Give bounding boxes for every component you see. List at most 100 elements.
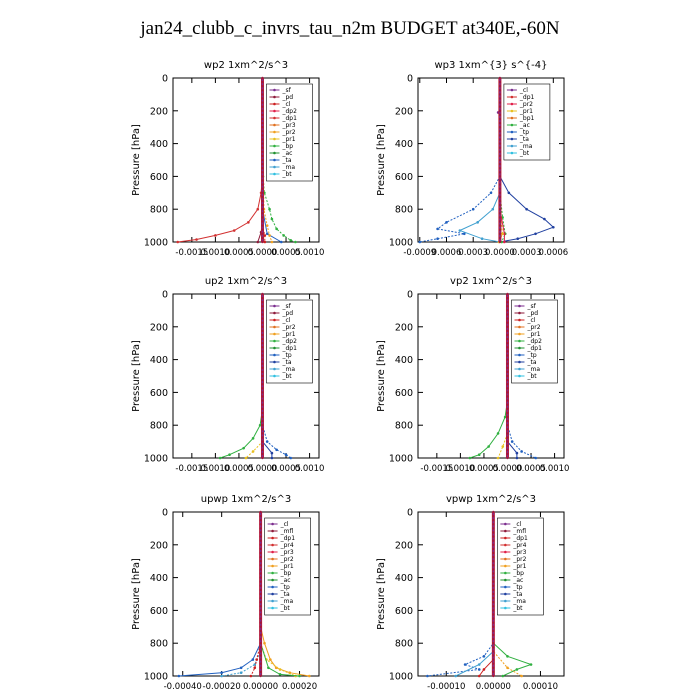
zero-profile-point xyxy=(506,292,509,296)
zero-profile-point xyxy=(261,212,264,215)
zero-profile-point xyxy=(259,543,262,546)
zero-profile-point xyxy=(261,358,264,361)
y-tick-label: 600 xyxy=(150,172,168,183)
legend-marker xyxy=(518,318,521,322)
panel-title: vpwp 1xm^2/s^3 xyxy=(446,494,536,505)
zero-profile-point xyxy=(498,187,502,190)
zero-profile-point xyxy=(259,621,262,624)
zero-profile-point xyxy=(498,240,502,244)
zero-profile-point xyxy=(492,654,495,657)
zero-profile-point xyxy=(259,617,262,620)
legend-marker xyxy=(504,543,507,547)
data-point xyxy=(244,456,248,460)
legend-marker xyxy=(273,311,276,315)
y-axis-label: Pressure [hPa] xyxy=(376,558,387,630)
series-line xyxy=(458,78,501,243)
zero-profile-point xyxy=(261,171,264,174)
legend-marker xyxy=(504,536,507,540)
zero-profile-point xyxy=(259,596,262,600)
zero-profile-point xyxy=(261,321,264,324)
legend-entry: _sf xyxy=(526,303,536,310)
legend-marker xyxy=(273,367,276,371)
data-point xyxy=(471,207,475,211)
legend-marker xyxy=(518,339,521,343)
zero-profile-point xyxy=(492,637,495,641)
zero-profile-point xyxy=(261,138,264,141)
legend-entry: _pr2 xyxy=(281,129,295,136)
legend-entry: _ma xyxy=(281,366,295,373)
legend-entry: _cl xyxy=(519,87,528,94)
zero-profile-point xyxy=(506,444,509,447)
zero-profile-point xyxy=(261,208,264,211)
zero-profile-point xyxy=(261,301,264,304)
zero-profile-point xyxy=(259,633,262,637)
plot-frame xyxy=(172,511,320,677)
zero-profile-point xyxy=(261,428,264,431)
data-point xyxy=(503,415,507,419)
zero-profile-point xyxy=(259,609,262,612)
data-point xyxy=(426,674,429,678)
data-point xyxy=(477,668,481,671)
y-tick-label: 800 xyxy=(395,639,413,650)
zero-profile-point xyxy=(498,89,502,92)
data-point xyxy=(270,456,274,460)
zero-profile-point xyxy=(506,309,509,312)
y-tick-label: 600 xyxy=(395,606,413,617)
x-tick-label: 0.0010 xyxy=(201,248,231,258)
zero-profile-point xyxy=(492,609,495,612)
zero-profile-point xyxy=(506,305,509,308)
data-point xyxy=(496,432,500,435)
zero-profile-point xyxy=(492,547,495,551)
zero-profile-point xyxy=(492,584,495,587)
legend-entry: _pd xyxy=(281,310,293,317)
zero-profile-point xyxy=(506,358,509,361)
legend-marker xyxy=(518,374,521,378)
zero-profile-point xyxy=(498,212,502,215)
plot-frame xyxy=(417,511,565,677)
legend-entry: _ta xyxy=(280,591,290,598)
data-point xyxy=(253,666,257,670)
legend-marker xyxy=(273,172,276,176)
zero-profile-point xyxy=(498,121,502,125)
data-point xyxy=(534,456,538,460)
legend-entry: _dp1 xyxy=(519,94,535,101)
data-point xyxy=(487,445,490,448)
legend-marker xyxy=(273,304,276,308)
data-point xyxy=(501,232,504,236)
legend-entry: _ac xyxy=(280,577,291,584)
zero-profile-point xyxy=(498,175,502,178)
zero-profile-point xyxy=(506,448,509,451)
data-point xyxy=(491,207,495,211)
data-point xyxy=(520,674,523,678)
data-point xyxy=(468,456,472,460)
zero-profile-point xyxy=(492,523,495,526)
zero-profile-point xyxy=(506,399,509,402)
data-point xyxy=(265,224,269,227)
zero-profile-point xyxy=(259,654,262,657)
chart-panel-2: wp3 1xm^{3} s^{-4} 0 200 400 600 800 1000 Press… xyxy=(376,60,568,258)
zero-profile-point xyxy=(492,666,495,669)
series-line xyxy=(221,512,262,677)
zero-profile-point xyxy=(498,162,502,166)
zero-profile-point xyxy=(261,179,264,182)
data-point xyxy=(454,674,457,678)
zero-profile-point xyxy=(261,329,264,333)
zero-profile-point xyxy=(261,232,264,235)
legend-entry: _bp xyxy=(512,570,524,577)
y-tick-label: 200 xyxy=(395,322,413,333)
data-point xyxy=(477,674,481,678)
zero-profile-point xyxy=(506,407,509,410)
zero-profile-point xyxy=(261,183,264,186)
data-point xyxy=(529,663,533,666)
zero-profile-point xyxy=(259,613,262,616)
legend-entry: _pr1 xyxy=(519,108,533,115)
data-point xyxy=(251,437,255,440)
zero-profile-point xyxy=(498,228,502,231)
zero-profile-point xyxy=(259,625,262,628)
zero-profile-point xyxy=(498,171,502,174)
y-tick-label: 800 xyxy=(395,421,413,432)
zero-profile-point xyxy=(492,560,495,563)
zero-profile-point xyxy=(261,325,264,328)
zero-profile-point xyxy=(259,523,262,526)
data-point xyxy=(476,221,479,224)
